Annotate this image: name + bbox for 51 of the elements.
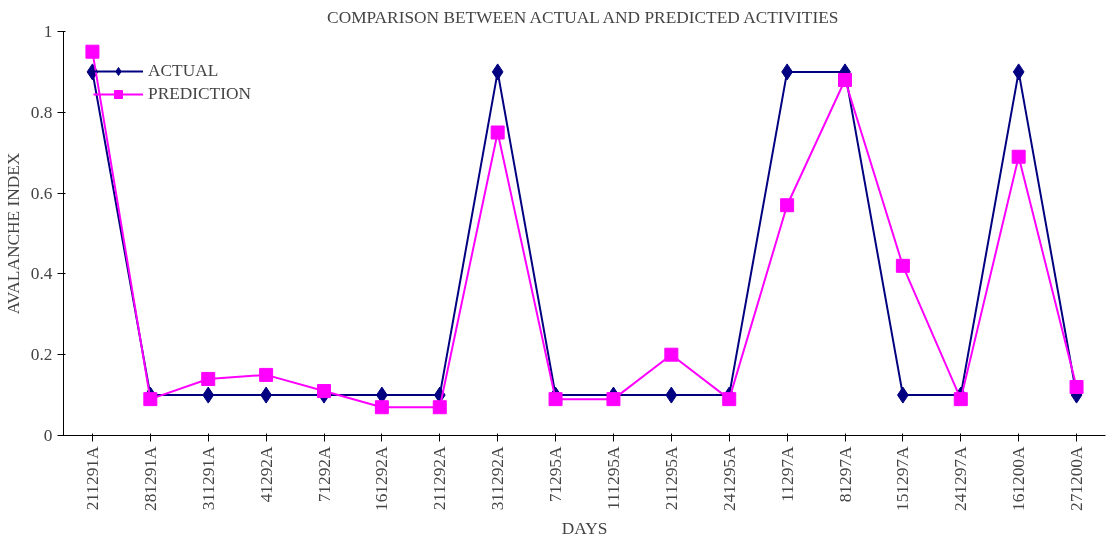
point [374, 400, 389, 415]
point [201, 371, 216, 386]
point [838, 72, 852, 87]
x-tick-label: 81297A [835, 446, 855, 503]
point [490, 125, 505, 140]
x-tick-label: 161200A [1009, 446, 1029, 511]
y-tick-label: 0.8 [30, 102, 53, 122]
y-axis-title: AVALANCHE INDEX [3, 152, 23, 315]
x-tick-label: 71295A [546, 446, 566, 503]
point [1069, 380, 1084, 395]
y-tick-label: 0 [43, 426, 53, 445]
point [722, 392, 737, 407]
point [317, 384, 331, 399]
x-tick-label: 241297A [951, 446, 971, 511]
legend-label: PREDICTION [148, 84, 252, 104]
x-tick-label: 281291A [140, 446, 160, 511]
point [780, 198, 795, 213]
x-tick-label: 241295A [719, 446, 739, 511]
x-axis-title: DAYS [561, 519, 608, 538]
legend-label: ACTUAL [148, 61, 219, 81]
x-tick-label: 311292A [488, 446, 508, 511]
x-tick-label: 71292A [314, 446, 334, 503]
point [895, 258, 910, 273]
x-tick-label: 11297A [777, 446, 797, 502]
point [1012, 63, 1025, 81]
x-tick-label: 311291A [198, 446, 218, 511]
point [432, 400, 447, 415]
y-tick-label: 0.6 [30, 183, 53, 203]
point [85, 44, 100, 59]
point [665, 386, 678, 404]
x-tick-label: 211291A [82, 446, 102, 511]
point [953, 392, 968, 407]
point [143, 392, 158, 407]
point [664, 347, 679, 362]
x-tick-label: 211295A [661, 446, 681, 511]
point [1011, 149, 1026, 164]
y-tick-label: 0.4 [30, 264, 53, 284]
x-tick-label: 41292A [256, 446, 276, 503]
point [491, 63, 504, 81]
x-tick-label: 111295A [603, 446, 623, 510]
chart-title: COMPARISON BETWEEN ACTUAL AND PREDICTED ACTIVITIES [327, 7, 839, 27]
x-tick-label: 211292A [430, 446, 450, 511]
point [606, 392, 621, 407]
x-tick-label: 161292A [372, 446, 392, 511]
y-tick-label: 1 [43, 22, 53, 41]
x-tick-label: 151297A [893, 446, 913, 511]
y-tick-label: 0.2 [30, 345, 53, 365]
x-tick-label: 271200A [1067, 446, 1087, 511]
point [202, 386, 215, 404]
point [548, 392, 563, 407]
point [259, 367, 274, 382]
